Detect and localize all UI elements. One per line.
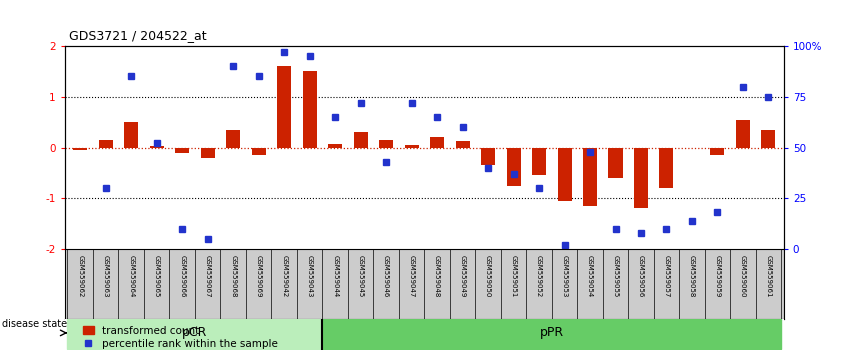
Bar	[609, 148, 623, 178]
Text: GSM559042: GSM559042	[281, 255, 288, 297]
Bar	[353, 132, 368, 148]
Bar	[328, 144, 342, 148]
Text: GSM559063: GSM559063	[103, 255, 109, 297]
Bar	[634, 148, 648, 209]
Text: GSM559044: GSM559044	[333, 255, 338, 297]
Text: GSM559062: GSM559062	[77, 255, 83, 297]
Bar	[430, 137, 444, 148]
Text: GSM559052: GSM559052	[536, 255, 542, 297]
Bar	[201, 148, 215, 158]
Bar	[379, 140, 393, 148]
Text: GSM559054: GSM559054	[587, 255, 593, 297]
Text: pCR: pCR	[182, 326, 208, 339]
Text: GSM559056: GSM559056	[638, 255, 644, 297]
Bar	[99, 140, 113, 148]
Bar	[558, 148, 572, 201]
Bar	[532, 148, 546, 176]
Text: pPR: pPR	[540, 326, 564, 339]
Bar	[660, 148, 674, 188]
Text: GSM559059: GSM559059	[714, 255, 721, 297]
Text: GSM559069: GSM559069	[255, 255, 262, 297]
Text: GSM559058: GSM559058	[689, 255, 695, 297]
Bar	[124, 122, 139, 148]
Bar	[761, 130, 775, 148]
Bar	[736, 120, 750, 148]
Text: GSM559066: GSM559066	[179, 255, 185, 297]
Bar	[150, 147, 164, 148]
Text: GSM559050: GSM559050	[485, 255, 491, 297]
Text: GSM559051: GSM559051	[511, 255, 516, 297]
Text: GSM559057: GSM559057	[663, 255, 669, 297]
Text: GDS3721 / 204522_at: GDS3721 / 204522_at	[69, 29, 207, 42]
Text: GSM559068: GSM559068	[230, 255, 236, 297]
Bar	[277, 66, 291, 148]
Bar	[302, 72, 317, 148]
Text: GSM559046: GSM559046	[383, 255, 389, 297]
Text: GSM559055: GSM559055	[612, 255, 618, 297]
Text: GSM559043: GSM559043	[307, 255, 313, 297]
Bar	[68, 319, 322, 349]
Text: GSM559045: GSM559045	[358, 255, 364, 297]
Bar	[481, 148, 495, 165]
Text: GSM559053: GSM559053	[561, 255, 567, 297]
Legend: transformed count, percentile rank within the sample: transformed count, percentile rank withi…	[83, 326, 278, 349]
Text: GSM559060: GSM559060	[740, 255, 746, 297]
Text: GSM559047: GSM559047	[409, 255, 415, 297]
Bar	[322, 319, 781, 349]
Text: GSM559067: GSM559067	[204, 255, 210, 297]
Bar	[710, 148, 725, 155]
Text: GSM559048: GSM559048	[434, 255, 440, 297]
Bar	[74, 148, 87, 150]
Bar	[456, 141, 469, 148]
Text: GSM559049: GSM559049	[460, 255, 466, 297]
Bar	[507, 148, 520, 185]
Bar	[252, 148, 266, 155]
Bar	[583, 148, 597, 206]
Text: disease state: disease state	[2, 319, 67, 329]
Bar	[175, 148, 189, 153]
Text: GSM559064: GSM559064	[128, 255, 134, 297]
Text: GSM559061: GSM559061	[766, 255, 772, 297]
Bar	[404, 145, 418, 148]
Text: GSM559065: GSM559065	[153, 255, 159, 297]
Bar	[226, 130, 240, 148]
